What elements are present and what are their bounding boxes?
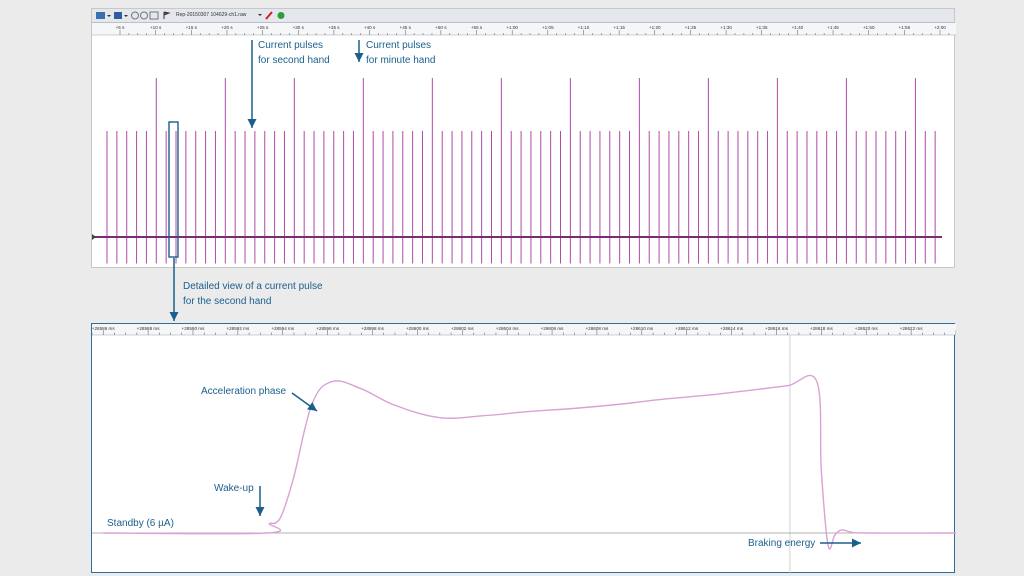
detail-x-tick-label: +28590 ms [182,326,206,331]
detail-x-tick-label: +28604 ms [496,326,520,331]
acceleration-label: Acceleration phase [201,386,287,397]
x-tick-label: +50 s [435,25,447,30]
detail-x-tick-label: +28606 ms [541,326,565,331]
current-pulse-curve [103,374,956,550]
second-hand-callout-line1: Current pulses [258,40,324,51]
detail-callout-line2: for the second hand [183,296,272,307]
x-tick-label: +45 s [400,25,412,30]
pen-icon[interactable] [265,11,273,20]
flag-icon[interactable] [163,11,171,19]
detail-x-tick-label: +28620 ms [855,326,879,331]
detail-x-tick-label: +28616 ms [765,326,789,331]
detail-arrow-head [169,312,179,321]
x-tick-label: +40 s [364,25,376,30]
detail-x-tick-label: +28600 ms [406,326,430,331]
detail-callout: Detailed view of a current pulse for the… [183,279,323,309]
dropdown-arrow-icon[interactable] [107,15,111,17]
toolbar-icons [96,11,171,20]
x-tick-label: +1:40 [792,25,804,30]
x-tick-label: +55 s [471,25,483,30]
detail-x-tick-label: +28588 ms [137,326,161,331]
x-tick-label: +2:00 [934,25,946,30]
x-tick-label: +1:05 [542,25,554,30]
detail-callout-line1: Detailed view of a current pulse [183,281,323,292]
detail-x-tick-label: +28592 ms [226,326,250,331]
dropdown-arrow-icon[interactable] [258,14,262,16]
x-tick-label: +1:50 [863,25,875,30]
minute-hand-callout-line1: Current pulses [366,40,432,51]
detail-chart-panel: +28586 ms +28588 ms +28590 ms +28592 ms +285… [91,323,956,574]
toolbar-right-icons [258,11,285,20]
x-tick-label: +1:30 [720,25,732,30]
x-tick-label: +1:45 [827,25,839,30]
detail-x-tick-label: +28614 ms [720,326,744,331]
detail-time-ruler [92,324,956,335]
circle-icon[interactable] [131,11,139,20]
wakeup-label: Wake-up [214,483,254,494]
minute-hand-callout-line2: for minute hand [366,55,436,66]
overview-chart-panel: Rep-20150307 104629-ch1.raw +5 s +10 s +15… [91,8,956,268]
detail-x-tick-label: +28586 ms [92,326,115,331]
x-tick-label: +1:15 [613,25,625,30]
x-tick-label: +1:00 [506,25,518,30]
x-tick-label: +5 s [116,25,126,30]
circle-icon[interactable] [140,11,148,20]
file-name[interactable]: Rep-20150307 104629-ch1.raw [176,12,247,18]
x-tick-label: +25 s [257,25,269,30]
detail-x-tick-label: +28598 ms [361,326,385,331]
detail-x-tick-label: +28608 ms [586,326,610,331]
detail-x-tick-label: +28612 ms [675,326,699,331]
second-hand-callout-line2: for second hand [258,55,330,66]
x-tick-label: +1:10 [578,25,590,30]
dropdown-arrow-icon[interactable] [124,15,128,17]
folder-icon[interactable] [96,12,105,19]
x-tick-label: +30 s [293,25,305,30]
second-hand-callout: Current pulses for second hand [258,38,330,68]
toolbar: Rep-20150307 104629-ch1.raw [92,9,954,23]
go-icon[interactable] [277,12,285,19]
detail-x-tick-label: +28596 ms [316,326,340,331]
x-tick-label: +15 s [186,25,198,30]
detail-x-tick-label: +28610 ms [630,326,654,331]
x-tick-label: +1:25 [685,25,697,30]
x-tick-label: +1:35 [756,25,768,30]
time-ruler [92,23,956,35]
x-tick-label: +20 s [221,25,233,30]
minute-hand-callout: Current pulses for minute hand [366,38,436,68]
x-tick-label: +1:20 [649,25,661,30]
detail-chart: +28586 ms +28588 ms +28590 ms +28592 ms +285… [92,324,956,574]
standby-label: Standby (6 µA) [107,518,174,529]
cursor-marker-icon [92,234,96,240]
detail-x-tick-label: +28622 ms [900,326,924,331]
save-icon[interactable] [114,12,122,19]
x-tick-label: +10 s [150,25,162,30]
detail-x-tick-label: +28594 ms [271,326,295,331]
x-tick-label: +35 s [328,25,340,30]
detail-x-tick-label: +28618 ms [810,326,834,331]
braking-label: Braking energy [748,538,816,549]
settings-icon[interactable] [149,11,159,20]
x-tick-label: +1:55 [899,25,911,30]
detail-x-tick-label: +28602 ms [451,326,475,331]
overview-chart: +5 s +10 s +15 s +20 s +25 s +30 s +35 s +40 s +… [92,23,956,264]
